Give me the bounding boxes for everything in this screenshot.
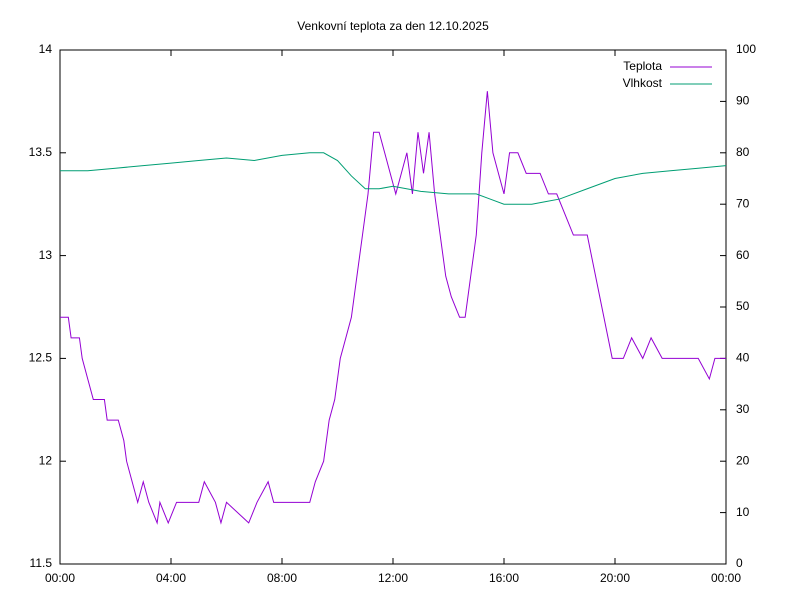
y2-tick-label: 90 xyxy=(736,94,750,108)
x-tick-label: 00:00 xyxy=(711,571,741,585)
y-tick-label: 14 xyxy=(39,42,53,56)
x-tick-label: 16:00 xyxy=(489,571,519,585)
x-tick-label: 12:00 xyxy=(378,571,408,585)
y-tick-label: 12 xyxy=(39,453,53,467)
y2-tick-label: 80 xyxy=(736,145,750,159)
y2-tick-label: 70 xyxy=(736,196,750,210)
y2-tick-label: 60 xyxy=(736,248,750,262)
chart-title: Venkovní teplota za den 12.10.2025 xyxy=(297,19,489,33)
plot-frame xyxy=(59,49,727,565)
y2-tick-label: 20 xyxy=(736,453,750,467)
y2-tick-label: 30 xyxy=(736,402,750,416)
legend-label: Vlhkost xyxy=(623,76,663,90)
series-line xyxy=(60,91,726,525)
y-tick-label: 11.5 xyxy=(30,556,53,570)
y2-tick-label: 40 xyxy=(736,351,750,365)
series-line xyxy=(60,152,727,205)
y-tick-label: 13 xyxy=(39,248,53,262)
y-tick-label: 12.5 xyxy=(29,351,53,365)
y2-tick-label: 10 xyxy=(736,505,750,519)
y2-tick-label: 50 xyxy=(736,299,750,313)
y2-tick-label: 0 xyxy=(736,556,743,570)
x-tick-label: 08:00 xyxy=(267,571,297,585)
legend-label: Teplota xyxy=(623,59,662,73)
x-tick-label: 20:00 xyxy=(600,571,630,585)
x-tick-label: 04:00 xyxy=(156,571,186,585)
x-tick-label: 00:00 xyxy=(45,571,75,585)
y2-tick-label: 100 xyxy=(736,42,756,56)
y-tick-label: 13.5 xyxy=(29,145,53,159)
